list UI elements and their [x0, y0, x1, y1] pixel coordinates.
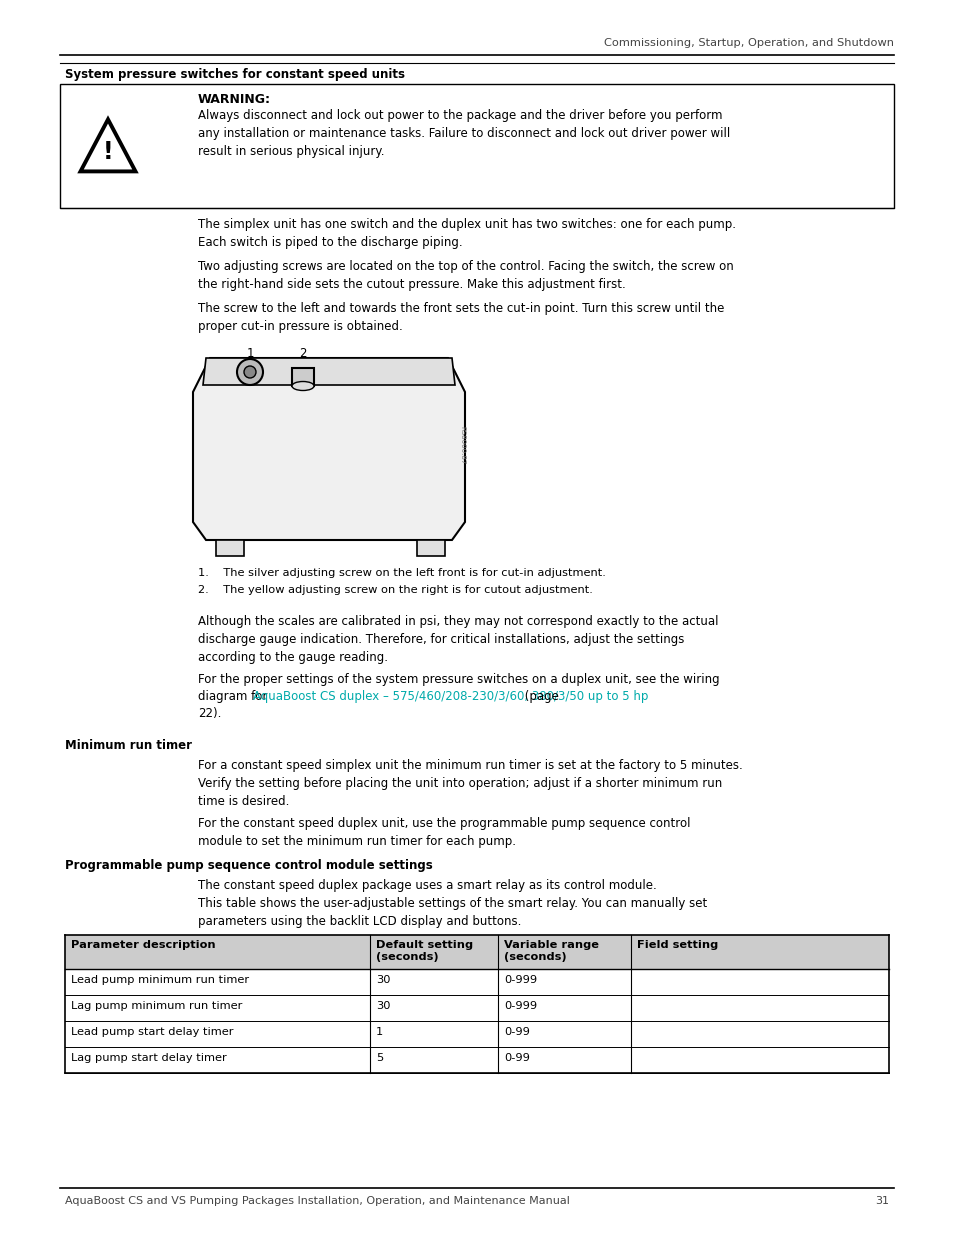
Text: 22).: 22).: [198, 706, 221, 720]
Bar: [292, 368, 314, 387]
Text: Lead pump start delay timer: Lead pump start delay timer: [71, 1028, 233, 1037]
Text: 30: 30: [375, 974, 390, 986]
Text: Programmable pump sequence control module settings: Programmable pump sequence control modul…: [65, 860, 433, 872]
Text: This table shows the user-adjustable settings of the smart relay. You can manual: This table shows the user-adjustable set…: [198, 897, 706, 927]
Text: The simplex unit has one switch and the duplex unit has two switches: one for ea: The simplex unit has one switch and the …: [198, 219, 735, 249]
Bar: [65, 969, 888, 995]
Text: 1: 1: [246, 347, 253, 359]
Text: 2: 2: [299, 347, 307, 359]
Text: RS8000.87: RS8000.87: [458, 426, 464, 464]
Text: System pressure switches for constant speed units: System pressure switches for constant sp…: [65, 68, 405, 82]
Text: Parameter description: Parameter description: [71, 940, 215, 950]
Text: (page: (page: [520, 690, 558, 703]
Bar: [60, 84, 893, 207]
Text: 0-99: 0-99: [503, 1028, 529, 1037]
Text: The constant speed duplex package uses a smart relay as its control module.: The constant speed duplex package uses a…: [198, 879, 656, 892]
Bar: [65, 1047, 888, 1073]
Text: !: !: [103, 140, 113, 164]
Text: The screw to the left and towards the front sets the cut-in point. Turn this scr: The screw to the left and towards the fr…: [198, 303, 723, 333]
Text: Two adjusting screws are located on the top of the control. Facing the switch, t: Two adjusting screws are located on the …: [198, 261, 733, 291]
Text: Lag pump minimum run timer: Lag pump minimum run timer: [71, 1002, 242, 1011]
Text: 1: 1: [375, 1028, 383, 1037]
Bar: [416, 540, 444, 556]
Text: Variable range
(seconds): Variable range (seconds): [503, 940, 598, 962]
Text: WARNING:: WARNING:: [198, 93, 271, 106]
Text: 0-99: 0-99: [503, 1053, 529, 1063]
Text: diagram for: diagram for: [198, 690, 271, 703]
Text: Commissioning, Startup, Operation, and Shutdown: Commissioning, Startup, Operation, and S…: [603, 38, 893, 48]
Polygon shape: [193, 358, 464, 540]
Text: AquaBoost CS duplex – 575/460/208-230/3/60, 380/3/50 up to 5 hp: AquaBoost CS duplex – 575/460/208-230/3/…: [253, 690, 648, 703]
Bar: [65, 995, 888, 1021]
Text: 2.    The yellow adjusting screw on the right is for cutout adjustment.: 2. The yellow adjusting screw on the rig…: [198, 585, 592, 595]
Bar: [65, 935, 888, 969]
Text: 1.    The silver adjusting screw on the left front is for cut-in adjustment.: 1. The silver adjusting screw on the lef…: [198, 568, 605, 578]
Text: Lag pump start delay timer: Lag pump start delay timer: [71, 1053, 227, 1063]
Polygon shape: [80, 120, 135, 172]
Circle shape: [236, 359, 263, 385]
Text: For a constant speed simplex unit the minimum run timer is set at the factory to: For a constant speed simplex unit the mi…: [198, 760, 742, 808]
Text: 0-999: 0-999: [503, 974, 537, 986]
Text: For the proper settings of the system pressure switches on a duplex unit, see th: For the proper settings of the system pr…: [198, 673, 719, 685]
Ellipse shape: [292, 382, 314, 390]
Text: Minimum run timer: Minimum run timer: [65, 739, 192, 752]
Text: 5: 5: [375, 1053, 383, 1063]
Text: Always disconnect and lock out power to the package and the driver before you pe: Always disconnect and lock out power to …: [198, 109, 729, 158]
Text: For the constant speed duplex unit, use the programmable pump sequence control
m: For the constant speed duplex unit, use …: [198, 818, 690, 848]
Text: Although the scales are calibrated in psi, they may not correspond exactly to th: Although the scales are calibrated in ps…: [198, 615, 718, 664]
Text: AquaBoost CS and VS Pumping Packages Installation, Operation, and Maintenance Ma: AquaBoost CS and VS Pumping Packages Ins…: [65, 1195, 569, 1207]
Circle shape: [244, 366, 255, 378]
Bar: [215, 540, 244, 556]
Text: Default setting
(seconds): Default setting (seconds): [375, 940, 473, 962]
Polygon shape: [203, 358, 455, 385]
Text: Field setting: Field setting: [637, 940, 718, 950]
Bar: [65, 1021, 888, 1047]
Text: 0-999: 0-999: [503, 1002, 537, 1011]
Text: Lead pump minimum run timer: Lead pump minimum run timer: [71, 974, 249, 986]
Text: 30: 30: [375, 1002, 390, 1011]
Text: 31: 31: [874, 1195, 888, 1207]
